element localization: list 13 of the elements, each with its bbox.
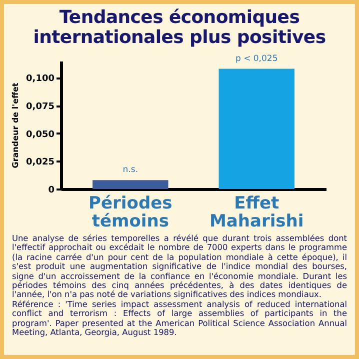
y-tick-label: 0,050 xyxy=(26,130,54,140)
x-tick-label: Effet Maharishi xyxy=(209,194,304,232)
data-label: p < 0,025 xyxy=(235,54,278,64)
y-tick-label: 0,100 xyxy=(26,74,54,84)
y-tick-label: 0,075 xyxy=(26,102,54,112)
text: Une analyse de séries temporelles a révélé que durant trois assemblées dont l'effectif approchait ou excédait le nombre de 7000 experts dans le programme (la racine carrée d'un pour cent de la population mondiale à cette époque), il s'est produit une augmentation significative de l'indice mondial des bourses, signe d'un accroissement de la confiance en l'économie mondiale. Durant les périodes témoins des cinq années précédentes, à des dates identiques de l'année, l'on n'a pas noté de variations significatives des indices mondiaux. xyxy=(12,233,347,300)
text: Référence : 'Time series impact assessment analysis of reduced international conflict and terrorism : Effects of large assemblies of participants in the program'. Paper presented at the American Political Science Association Annual Meeting, Atlanta, Georgia, August 1989. xyxy=(12,298,347,338)
chart-title: Tendances économiques internationales plus positives xyxy=(32,7,327,48)
y-tick-label: 0 xyxy=(48,186,54,196)
data-label: n.s. xyxy=(122,165,138,176)
y-tick-label: 0,025 xyxy=(26,158,54,168)
y-axis-title: Grandeur de l'effet xyxy=(11,82,20,168)
x-tick-label: Périodes témoins xyxy=(88,194,172,232)
